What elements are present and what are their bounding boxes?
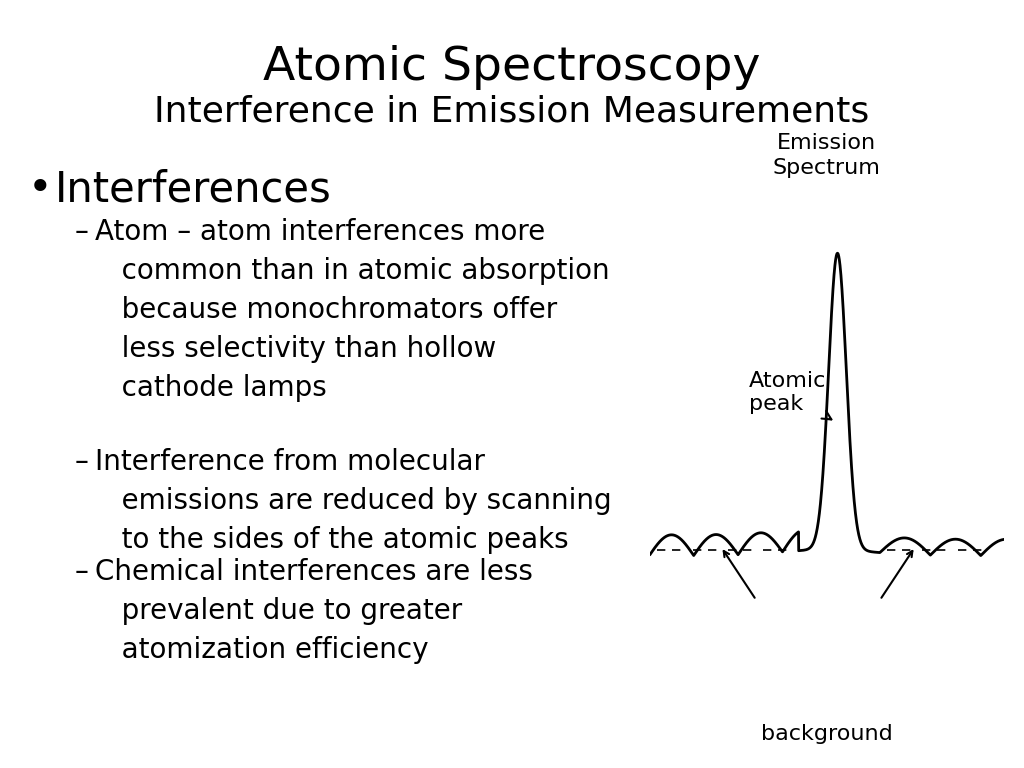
Text: background: background (761, 724, 893, 744)
Text: Interferences: Interferences (55, 168, 332, 210)
Text: –: – (75, 218, 89, 246)
Text: –: – (75, 448, 89, 476)
Text: Interference in Emission Measurements: Interference in Emission Measurements (155, 95, 869, 129)
Text: Interference from molecular
   emissions are reduced by scanning
   to the sides: Interference from molecular emissions ar… (95, 448, 611, 554)
Text: Atomic Spectroscopy: Atomic Spectroscopy (263, 45, 761, 90)
Text: Chemical interferences are less
   prevalent due to greater
   atomization effic: Chemical interferences are less prevalen… (95, 558, 532, 664)
Text: Atomic
peak: Atomic peak (750, 371, 831, 419)
Text: •: • (28, 168, 52, 210)
Text: Emission
Spectrum: Emission Spectrum (773, 134, 881, 178)
Text: Atom – atom interferences more
   common than in atomic absorption
   because mo: Atom – atom interferences more common th… (95, 218, 609, 402)
Text: –: – (75, 558, 89, 586)
